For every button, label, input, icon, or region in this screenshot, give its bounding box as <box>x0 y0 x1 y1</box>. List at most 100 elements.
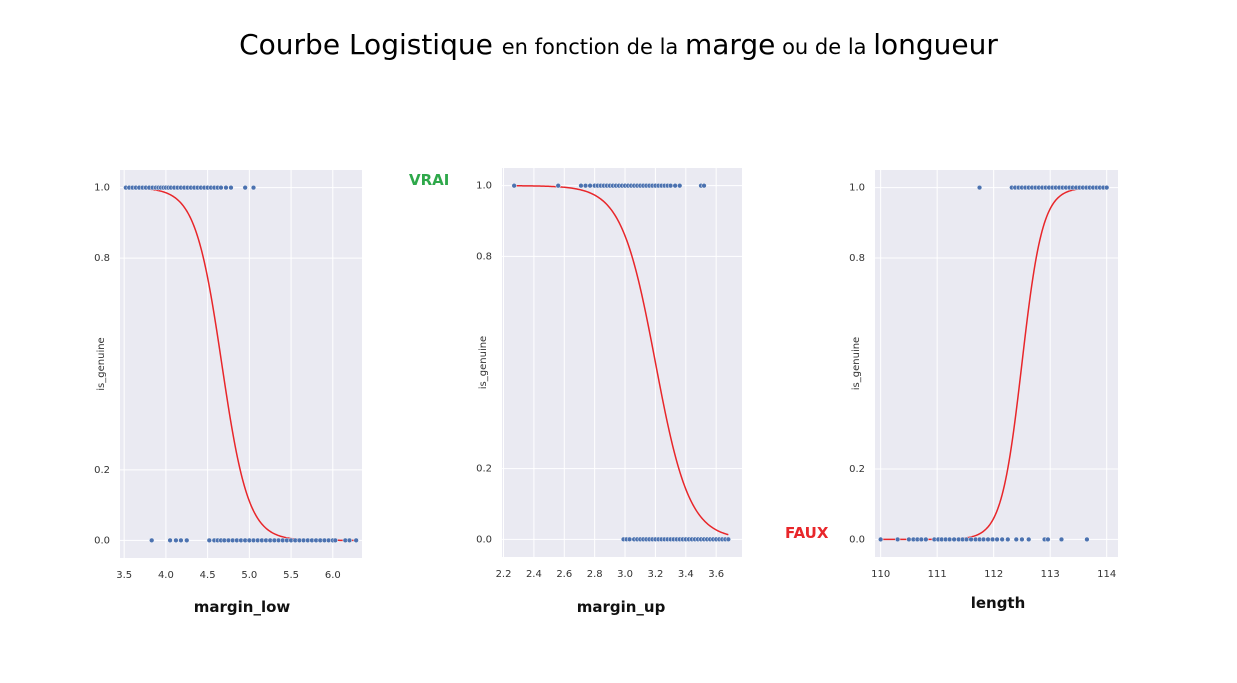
data-point-false <box>332 537 338 544</box>
data-point-false <box>353 537 359 544</box>
data-point-true <box>587 183 593 189</box>
y-axis-label: is_genuine <box>96 337 107 390</box>
x-tick-label: 110 <box>871 569 890 580</box>
logistic-curve <box>514 185 729 536</box>
data-point-false <box>1058 536 1065 543</box>
x-tick-label: 3.6 <box>708 569 724 580</box>
data-point-false <box>906 536 912 543</box>
title-part-1: Courbe Logistique <box>239 28 502 61</box>
x-tick-label: 112 <box>984 569 1003 580</box>
x-tick-label: 2.6 <box>556 569 572 580</box>
chart-margin-low: 3.5 4.0 4.5 5.0 5.5 6.0 0.0 0.2 0.8 1.0 is_genuine <box>94 170 362 581</box>
data-point-true <box>555 183 561 189</box>
y-tick-label: 1.0 <box>849 183 865 194</box>
y-tick-label: 0.8 <box>94 253 110 264</box>
y-tick-label: 0.8 <box>849 253 865 264</box>
data-point-false <box>878 536 884 543</box>
data-point-false <box>1026 536 1032 543</box>
xlabel-length: length <box>970 594 1026 612</box>
y-axis-label: is_genuine <box>851 337 862 390</box>
x-tick-label: 2.2 <box>496 569 512 580</box>
page-title: Courbe Logistique en fonction de la marg… <box>0 28 1237 61</box>
y-tick-label: 1.0 <box>94 183 110 194</box>
data-point-false <box>1084 536 1090 543</box>
data-point-false <box>894 536 901 543</box>
data-point-true <box>578 183 584 189</box>
x-tick-label: 3.5 <box>116 570 132 581</box>
data-point-false <box>989 536 996 543</box>
x-tick-label: 5.0 <box>241 570 257 581</box>
y-tick-label: 0.0 <box>849 534 865 545</box>
data-point-false <box>1005 536 1011 543</box>
x-tick-label: 3.0 <box>617 569 633 580</box>
x-tick-label: 111 <box>928 569 947 580</box>
title-part-5: longueur <box>873 28 998 61</box>
y-tick-label: 0.0 <box>476 534 492 545</box>
x-tick-label: 6.0 <box>325 570 341 581</box>
data-point-false <box>994 536 1000 543</box>
data-point-false <box>1019 536 1025 543</box>
x-tick-label: 2.8 <box>587 569 603 580</box>
y-tick-label: 0.2 <box>94 465 110 476</box>
data-point-false <box>999 536 1005 543</box>
data-point-true <box>218 184 224 191</box>
data-point-false <box>963 536 970 543</box>
title-part-3: marge <box>684 28 776 61</box>
data-point-true <box>667 183 674 189</box>
data-point-true <box>511 183 517 189</box>
chart-length: 110 111 112 113 114 0.0 0.2 0.8 1.0 is_genuine <box>849 170 1118 580</box>
data-point-false <box>985 536 991 543</box>
x-tick-label: 5.5 <box>283 570 299 581</box>
x-tick-label: 2.4 <box>526 569 542 580</box>
data-point-false <box>173 537 179 544</box>
data-point-false <box>178 537 184 544</box>
plot-area <box>120 170 362 558</box>
xlabel-margin-low: margin_low <box>193 598 291 616</box>
data-point-true <box>582 183 589 189</box>
xlabel-margin-up: margin_up <box>576 598 666 616</box>
data-point-false <box>626 536 633 542</box>
y-tick-label: 1.0 <box>476 181 492 192</box>
vrai-label: VRAI <box>409 171 450 189</box>
title-part-2: en fonction de la <box>501 35 685 59</box>
data-point-true <box>672 183 678 189</box>
data-point-false <box>968 536 974 543</box>
x-tick-label: 3.4 <box>678 569 694 580</box>
plot-area <box>502 168 742 557</box>
title-part-4: ou de la <box>775 35 874 59</box>
data-point-false <box>167 537 173 544</box>
data-point-false <box>725 536 731 542</box>
y-tick-label: 0.8 <box>476 251 492 262</box>
data-point-false <box>1045 536 1051 543</box>
x-tick-label: 4.0 <box>158 570 174 581</box>
data-point-true <box>242 184 248 191</box>
data-point-true <box>250 184 257 191</box>
data-point-false <box>946 536 953 543</box>
data-point-false <box>1013 536 1019 543</box>
data-point-false <box>923 536 929 543</box>
data-point-false <box>346 537 353 544</box>
data-point-true <box>228 184 234 191</box>
x-tick-label: 114 <box>1097 569 1116 580</box>
data-point-false <box>918 536 924 543</box>
y-tick-label: 0.0 <box>94 535 110 546</box>
data-point-false <box>149 537 155 544</box>
data-point-true <box>1104 184 1110 191</box>
data-point-false <box>980 536 987 543</box>
y-axis-label: is_genuine <box>478 336 489 389</box>
plot-area <box>875 170 1118 557</box>
x-tick-label: 4.5 <box>200 570 216 581</box>
data-point-false <box>206 537 212 544</box>
data-point-false <box>951 536 957 543</box>
data-point-false <box>184 537 190 544</box>
y-tick-label: 0.2 <box>849 464 865 475</box>
y-tick-label: 0.2 <box>476 464 492 475</box>
data-point-true <box>223 184 229 191</box>
data-point-true <box>976 184 983 191</box>
x-tick-label: 3.2 <box>647 569 663 580</box>
data-point-true <box>701 183 707 189</box>
chart-margin-up: 2.2 2.4 2.6 2.8 3.0 3.2 3.4 3.6 0.0 0.2 0.8 1.0 is_g… <box>476 168 742 580</box>
x-tick-label: 113 <box>1041 569 1060 580</box>
faux-label: FAUX <box>785 524 829 542</box>
data-point-true <box>677 183 683 189</box>
